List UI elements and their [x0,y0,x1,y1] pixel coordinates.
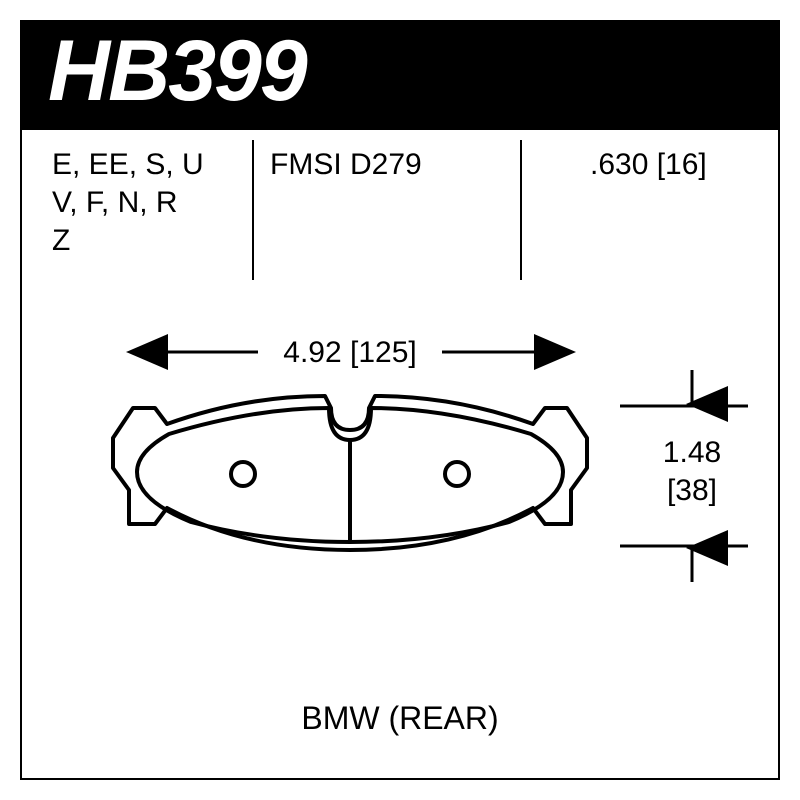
height-dimension-label-in: 1.48 [652,436,732,470]
width-dimension-label: 4.92 [125] [260,336,440,370]
footer-application-label: BMW (REAR) [0,700,800,737]
brake-pad-outline [95,390,605,560]
height-dimension-label-mm: [38] [652,474,732,508]
